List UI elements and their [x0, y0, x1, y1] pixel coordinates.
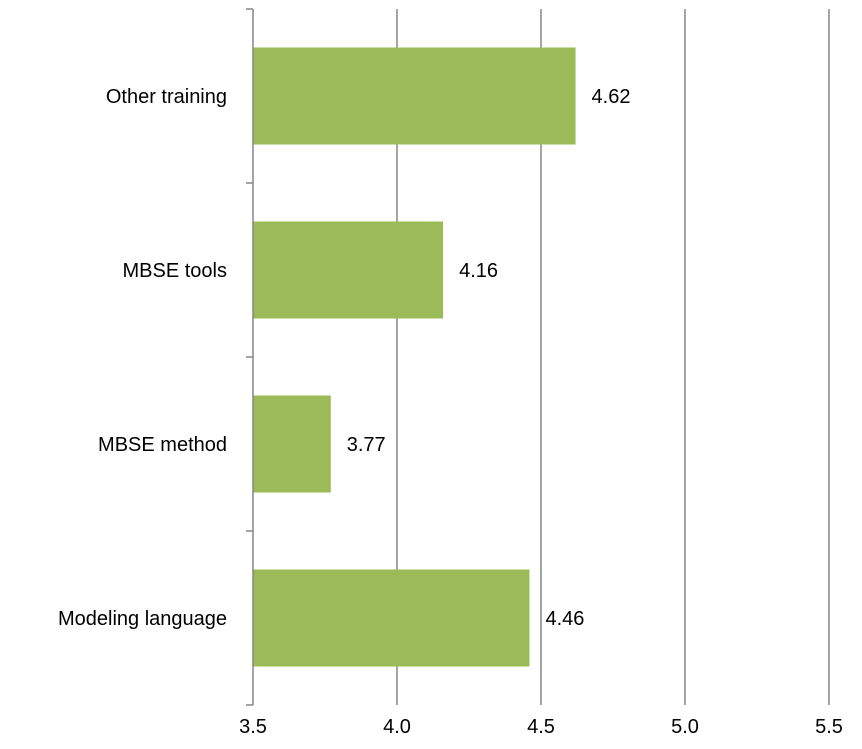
x-tick-label: 3.5	[239, 716, 267, 738]
category-label: MBSE method	[98, 434, 227, 456]
category-label: Modeling language	[58, 608, 227, 630]
x-tick-label: 5.5	[815, 716, 843, 738]
category-label: Other training	[106, 86, 227, 108]
labels: 3.5 4.0 4.5 5.0 5.5 Modeling language 4.46 MBSE…	[58, 86, 843, 738]
x-tick-label: 4.5	[527, 716, 555, 738]
x-tick-label: 5.0	[671, 716, 699, 738]
data-label: 4.62	[592, 86, 631, 108]
data-label: 4.16	[459, 260, 498, 282]
category-label: MBSE tools	[123, 260, 227, 282]
x-tick-label: 4.0	[383, 716, 411, 738]
data-label: 4.46	[545, 608, 584, 630]
axes	[246, 8, 254, 706]
bar	[253, 47, 576, 145]
bar	[253, 221, 444, 319]
data-label: 3.77	[347, 434, 386, 456]
bar	[253, 569, 530, 667]
bars	[253, 47, 576, 667]
bar	[253, 395, 331, 493]
